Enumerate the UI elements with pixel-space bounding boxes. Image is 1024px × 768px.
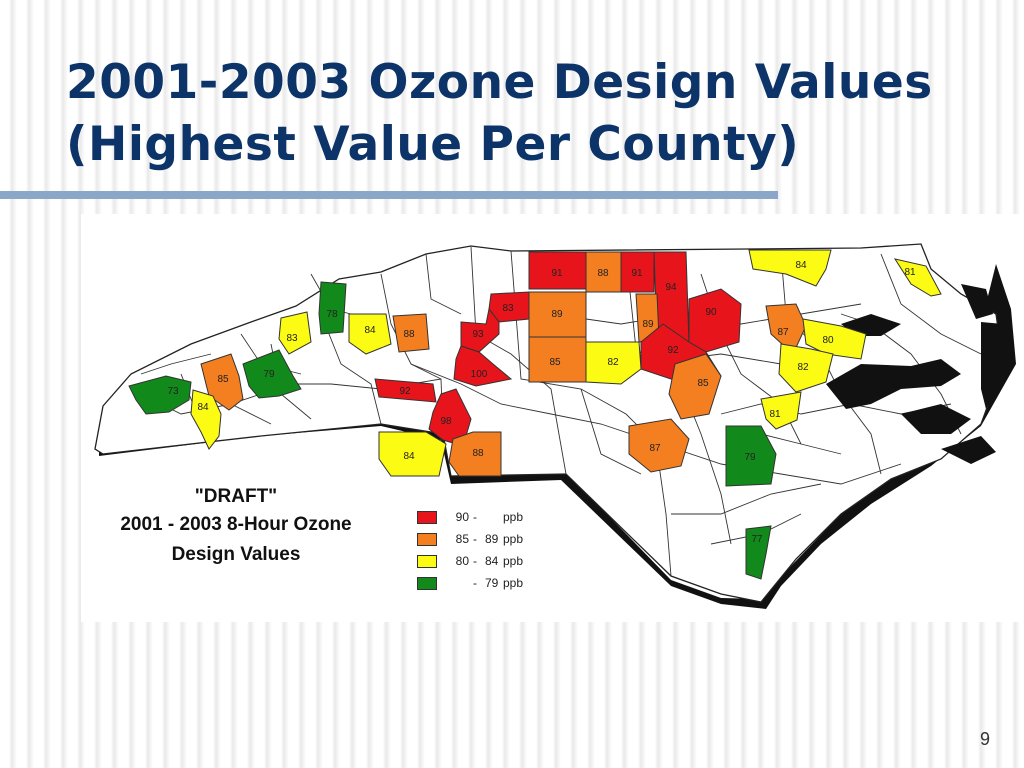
county-poly xyxy=(128,375,192,415)
legend-high: 89 xyxy=(485,532,499,546)
county-poly xyxy=(668,353,722,420)
county-value: 83 xyxy=(286,333,298,344)
legend-low: 80 xyxy=(455,554,469,568)
county-value: 83 xyxy=(502,303,514,314)
legend-unit: ppb xyxy=(503,576,524,590)
county-poly xyxy=(242,349,302,399)
county-value: 79 xyxy=(263,369,275,380)
legend-high: 79 xyxy=(485,576,499,590)
county-value: 84 xyxy=(795,260,807,271)
legend-swatch-red xyxy=(417,511,437,524)
county-value: 85 xyxy=(549,357,561,368)
county-poly xyxy=(392,313,430,353)
county-poly xyxy=(620,251,655,293)
legend-dash: - xyxy=(473,576,477,590)
county-poly xyxy=(688,288,742,353)
county-value: 82 xyxy=(607,357,619,368)
county-value: 89 xyxy=(642,319,654,330)
title-underline xyxy=(0,191,778,199)
legend-dash: - xyxy=(473,554,477,568)
county-value: 85 xyxy=(697,378,709,389)
page-number: 9 xyxy=(979,729,990,749)
county-poly xyxy=(765,303,807,355)
county-value: 80 xyxy=(822,335,834,346)
legend-swatch-yellow xyxy=(417,555,437,568)
legend-unit: ppb xyxy=(503,532,524,546)
legend-low: 90 xyxy=(455,510,469,524)
county-poly xyxy=(893,258,942,297)
county-poly xyxy=(528,336,587,383)
county-value: 81 xyxy=(769,409,781,420)
county-value: 79 xyxy=(744,452,756,463)
counties-colored: 91 88 91 94 84 81 83 89 89 90 87 80 xyxy=(128,249,942,580)
county-poly xyxy=(802,318,867,360)
county-poly xyxy=(725,425,777,487)
county-poly xyxy=(318,281,347,335)
legend-swatch-orange xyxy=(417,533,437,546)
county-value: 87 xyxy=(649,443,661,454)
county-value: 91 xyxy=(551,268,563,279)
map-subtitle-line-2: Design Values xyxy=(171,544,301,565)
legend-dash: - xyxy=(473,532,477,546)
legend-unit: ppb xyxy=(503,510,524,524)
county-poly xyxy=(190,389,222,450)
county-value: 77 xyxy=(751,534,763,545)
county-poly xyxy=(745,525,772,580)
county-value: 100 xyxy=(471,369,488,380)
slide-title: 2001-2003 Ozone Design Values (Highest V… xyxy=(66,52,933,176)
county-value: 88 xyxy=(403,329,415,340)
county-poly xyxy=(448,431,502,477)
county-poly xyxy=(278,311,312,355)
county-poly xyxy=(348,313,392,355)
county-poly xyxy=(748,249,832,287)
nc-ozone-map: 91 88 91 94 84 81 83 89 89 90 87 80 xyxy=(81,214,1024,622)
county-poly xyxy=(628,418,690,473)
legend-low: 85 xyxy=(455,532,469,546)
sounds-water xyxy=(826,284,1006,464)
county-value: 92 xyxy=(667,345,679,356)
map-caption: "DRAFT" 2001 - 2003 8-Hour Ozone Design … xyxy=(81,484,391,570)
legend-unit: ppb xyxy=(503,554,524,568)
slide-title-line-1: 2001-2003 Ozone Design Values xyxy=(66,55,933,110)
county-value: 93 xyxy=(472,329,484,340)
county-poly xyxy=(453,345,513,387)
county-poly xyxy=(488,291,530,323)
county-value: 84 xyxy=(403,451,415,462)
county-value: 90 xyxy=(705,307,717,318)
county-value: 85 xyxy=(217,374,229,385)
county-value: 94 xyxy=(665,282,677,293)
map-subtitle-line-1: 2001 - 2003 8-Hour Ozone xyxy=(120,514,352,535)
map-canvas: 91 88 91 94 84 81 83 89 89 90 87 80 xyxy=(94,243,1016,609)
county-value: 73 xyxy=(167,386,179,397)
county-value: 88 xyxy=(597,268,609,279)
county-value: 88 xyxy=(472,448,484,459)
legend-high: 84 xyxy=(485,554,499,568)
county-value: 98 xyxy=(440,416,452,427)
county-value: 91 xyxy=(631,268,643,279)
county-value: 78 xyxy=(326,309,338,320)
county-value: 84 xyxy=(364,325,376,336)
county-value: 82 xyxy=(797,362,809,373)
county-poly xyxy=(778,343,834,393)
county-poly xyxy=(378,431,447,477)
legend-dash: - xyxy=(473,510,477,524)
slide-title-line-2: (Highest Value Per County) xyxy=(66,117,800,172)
county-value: 89 xyxy=(551,309,563,320)
county-value: 81 xyxy=(904,267,916,278)
legend-swatch-green xyxy=(417,577,437,590)
county-poly xyxy=(374,378,437,403)
county-value: 84 xyxy=(197,402,209,413)
county-value: 87 xyxy=(777,327,789,338)
county-poly xyxy=(760,391,802,430)
draft-label: "DRAFT" xyxy=(194,486,278,507)
county-value: 92 xyxy=(399,386,411,397)
